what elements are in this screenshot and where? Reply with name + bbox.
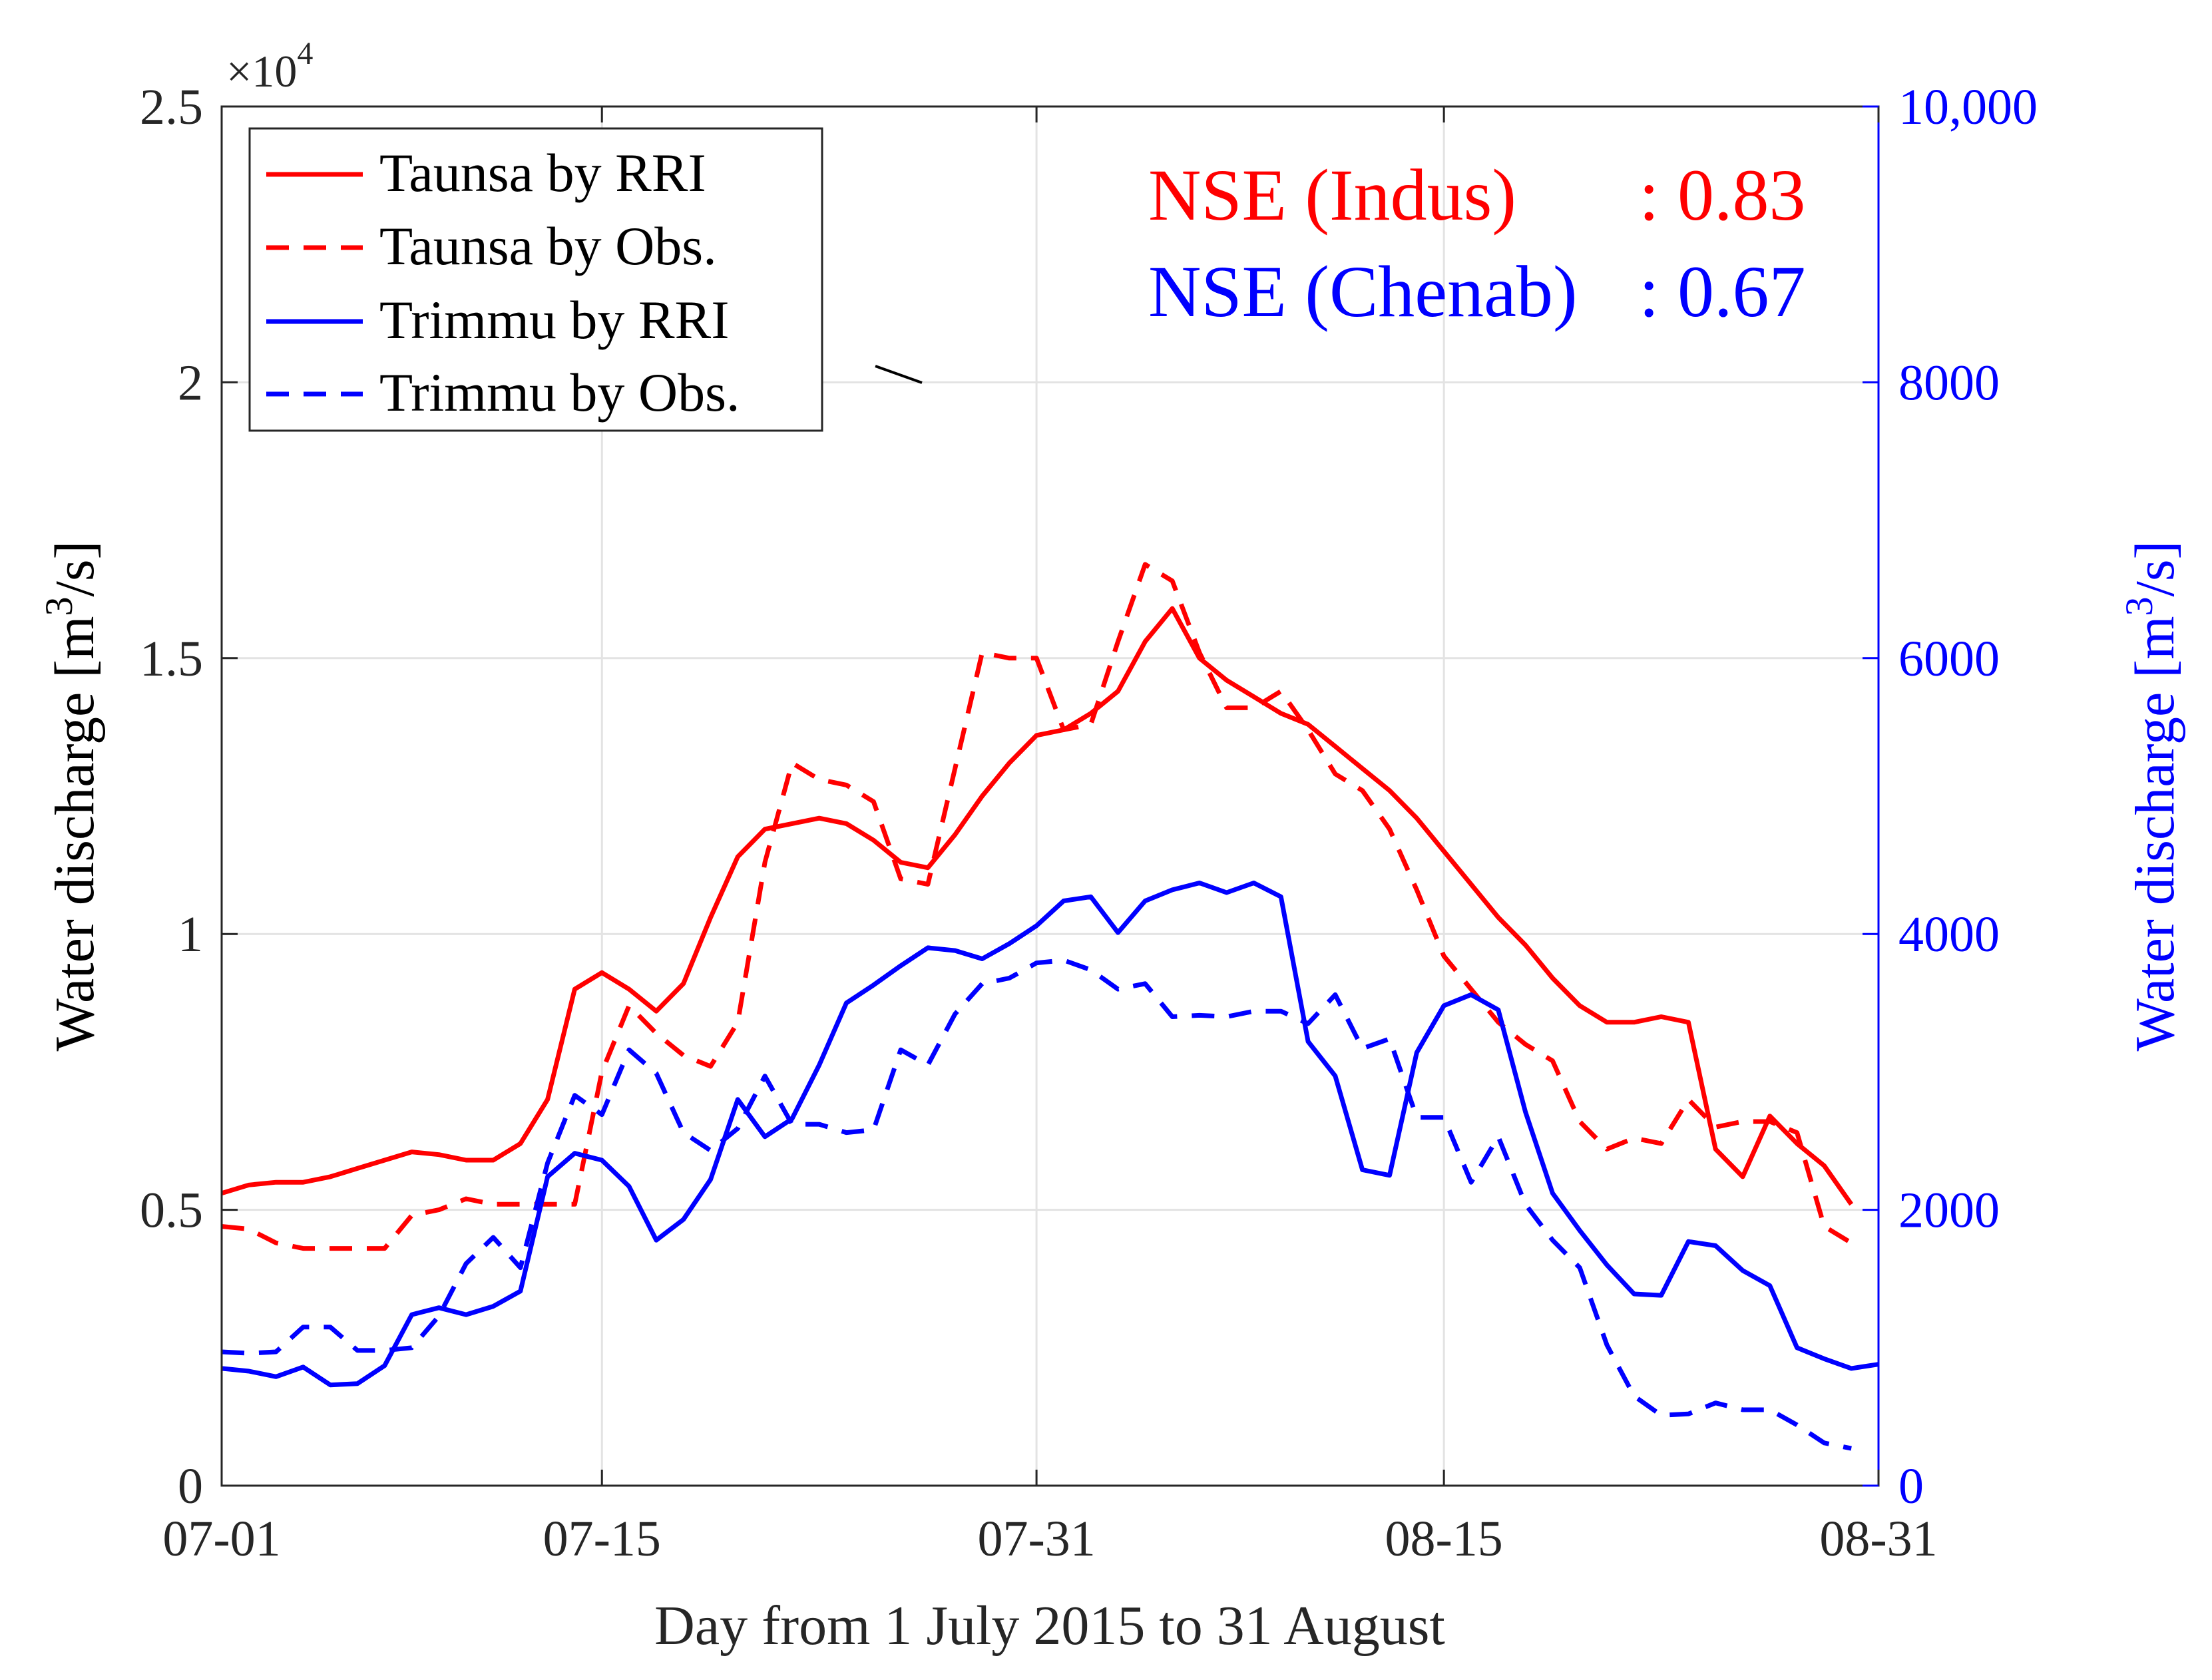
left-y-tick-label: 2.5 (140, 79, 203, 135)
x-tick-label: 07-15 (543, 1511, 661, 1567)
right-ylabel-sup: 3 (2117, 596, 2161, 616)
right-y-tick-label: 8000 (1898, 355, 2000, 411)
left-y-tick-label: 0.5 (140, 1183, 203, 1239)
legend-label-taunsa-obs: Taunsa by Obs. (379, 216, 717, 276)
series-line-trimmu-by-obs (221, 958, 1852, 1451)
x-axis-label: Day from 1 July 2015 to 31 August (654, 1595, 1445, 1657)
series-line-taunsa-by-rri (220, 606, 1854, 1206)
left-y-tick-label: 1.5 (140, 631, 203, 687)
legend-box (248, 127, 823, 432)
legend-label-taunsa-rri: Taunsa by RRI (379, 142, 706, 203)
nse-indus-label: NSE (Indus) (1148, 154, 1516, 236)
series-line-taunsa-by-obs (221, 562, 1853, 1251)
axis-ticks (220, 105, 1880, 1487)
right-y-tick-label: 6000 (1898, 631, 2000, 687)
right-y-tick-label: 0 (1898, 1458, 1924, 1514)
y-axis-exponent: ×104 (226, 36, 313, 97)
legend-label-trimmu-obs: Trimmu by Obs. (379, 362, 740, 423)
left-y-tick-label: 0 (178, 1458, 203, 1514)
right-y-tick-label: 2000 (1898, 1183, 2000, 1239)
x-tick-label: 07-31 (977, 1511, 1095, 1567)
nse-chenab-label: NSE (Chenab) (1148, 251, 1578, 332)
right-y-axis-label: Water discharge [m3/s] (2117, 540, 2186, 1051)
left-y-tick-label: 1 (178, 907, 203, 962)
tick-labels: 07-01 07-15 07-31 08-15 08-3100.511.522.5020… (140, 79, 2038, 1567)
series-line-trimmu-by-rri (221, 881, 1879, 1388)
x-tick-label: 08-31 (1819, 1511, 1937, 1567)
data-series (220, 562, 1879, 1451)
left-ylabel-main: Water discharge [m (44, 616, 106, 1051)
exponent-power: 4 (297, 36, 313, 71)
x-tick-label: 07-01 (162, 1511, 280, 1567)
left-ylabel-tail: /s] (44, 540, 106, 596)
right-ylabel-main: Water discharge [m (2124, 616, 2186, 1051)
nse-chenab-value: : 0.67 (1639, 251, 1806, 332)
right-y-tick-label: 4000 (1898, 907, 2000, 962)
stray-mark (875, 365, 923, 384)
nse-indus-value: : 0.83 (1639, 154, 1806, 236)
left-y-tick-label: 2 (178, 355, 203, 411)
left-y-axis-label: Water discharge [m3/s] (37, 540, 106, 1051)
legend-label-trimmu-rri: Trimmu by RRI (379, 290, 730, 350)
exponent-prefix: ×10 (226, 46, 297, 97)
right-y-tick-label: 10,000 (1898, 79, 2038, 135)
legend: Taunsa by RRI Taunsa by Obs. Trimmu by R… (248, 127, 823, 432)
x-tick-label: 08-15 (1385, 1511, 1502, 1567)
left-ylabel-sup: 3 (37, 596, 81, 616)
right-ylabel-tail: /s] (2124, 540, 2186, 596)
